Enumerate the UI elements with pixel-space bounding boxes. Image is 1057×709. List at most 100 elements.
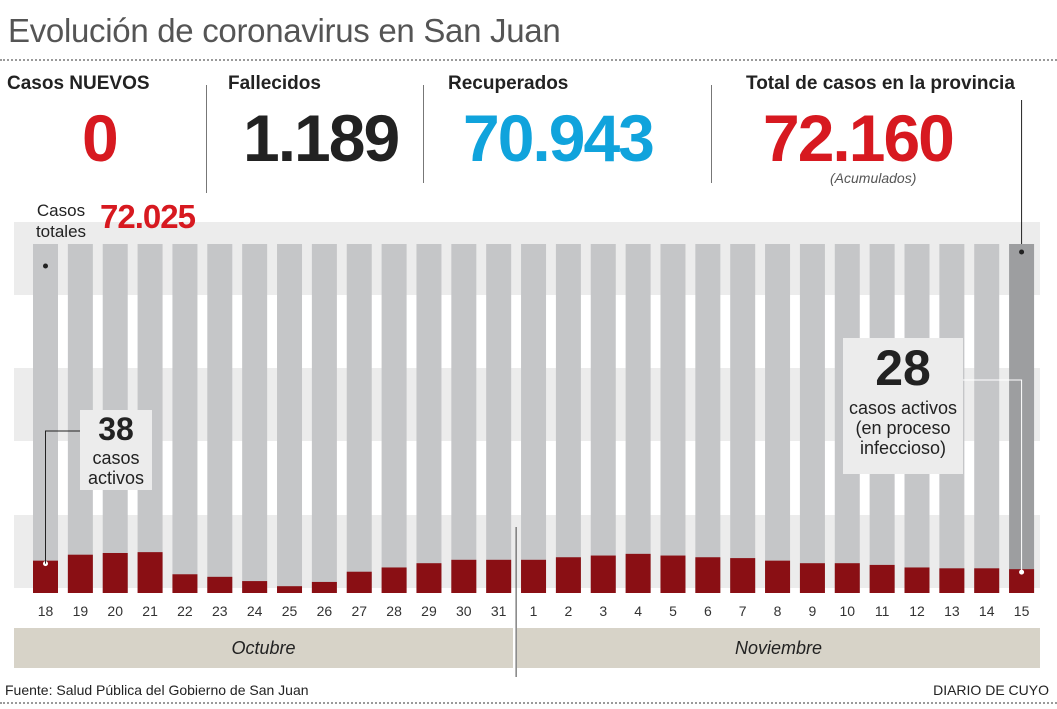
footer-divider (0, 702, 1057, 704)
active-bar (730, 558, 756, 593)
stat-separator (206, 85, 207, 193)
x-tick-label: 9 (809, 603, 817, 619)
active-bar (346, 571, 372, 593)
active-bar (486, 559, 512, 593)
total-bar (799, 244, 825, 593)
total-bar (974, 244, 1000, 593)
total-bar (765, 244, 791, 593)
x-tick-label: 5 (669, 603, 677, 619)
active-bar (625, 553, 651, 593)
total-bar (660, 244, 686, 593)
title-divider (0, 59, 1057, 61)
active-bar (799, 563, 825, 593)
x-tick-label: 3 (599, 603, 607, 619)
active-bar (939, 568, 965, 593)
total-bar (277, 244, 303, 593)
x-tick-label: 31 (491, 603, 507, 619)
x-tick-label: 20 (107, 603, 123, 619)
active-bar (207, 576, 233, 593)
x-tick-label: 24 (247, 603, 263, 619)
accumulated-note: (Acumulados) (830, 170, 917, 186)
active-bar (695, 557, 721, 593)
total-cases-caption-line1: Casos (36, 201, 86, 220)
page-title: Evolución de coronavirus en San Juan (8, 12, 561, 49)
total-bar (416, 244, 442, 593)
recovered-label: Recuperados (448, 73, 569, 94)
x-tick-label: 18 (38, 603, 54, 619)
month-november: Noviembre (517, 628, 1040, 668)
active-bar (904, 567, 930, 593)
x-tick-label: 13 (944, 603, 960, 619)
active-bar (242, 581, 268, 593)
first-active-line1: casos (92, 448, 140, 468)
x-tick-label: 6 (704, 603, 712, 619)
first-active-value: 38 (98, 411, 134, 447)
x-tick-label: 30 (456, 603, 472, 619)
active-bar (590, 555, 616, 593)
x-tick-label: 10 (839, 603, 855, 619)
active-bar (869, 564, 895, 593)
total-bar (730, 244, 756, 593)
x-tick-label: 28 (386, 603, 402, 619)
total-bar (242, 244, 268, 593)
last-active-line1: casos activos (848, 398, 958, 418)
x-tick-label: 21 (142, 603, 158, 619)
active-bar (834, 563, 860, 593)
active-bar (451, 559, 477, 593)
x-tick-label: 19 (73, 603, 89, 619)
total-cases-caption-line2: totales (35, 222, 87, 241)
active-bar (137, 552, 163, 593)
total-bar (590, 244, 616, 593)
total-cases-label: Total de casos en la provincia (746, 73, 1015, 94)
active-bar (172, 574, 198, 593)
total-cases-value: 72.160 (763, 101, 955, 175)
first-active-callout: 38 casos activos (80, 410, 152, 490)
active-bar (416, 563, 442, 593)
total-bar (172, 244, 198, 593)
active-bar (311, 581, 337, 593)
total-bar (381, 244, 407, 593)
active-bar (660, 555, 686, 593)
total-bar (207, 244, 233, 593)
total-bar (451, 244, 477, 593)
active-bar (974, 568, 1000, 593)
stat-separator (711, 85, 712, 183)
total-bar (346, 244, 372, 593)
month-october: Octubre (14, 628, 513, 668)
active-bar (381, 567, 407, 593)
total-marker-dot (43, 263, 48, 269)
x-tick-label: 2 (565, 603, 573, 619)
x-tick-label: 1 (530, 603, 538, 619)
first-active-leader (45, 430, 80, 564)
active-bar (1009, 569, 1035, 593)
deaths-value: 1.189 (243, 101, 400, 175)
total-bar (521, 244, 547, 593)
new-cases-label: Casos NUEVOS (7, 73, 150, 94)
x-tick-label: 22 (177, 603, 193, 619)
x-tick-label: 11 (875, 603, 890, 619)
total-bar (311, 244, 337, 593)
active-bar (67, 554, 93, 593)
x-tick-label: 14 (979, 603, 995, 619)
stat-separator (423, 85, 424, 183)
new-cases-value: 0 (82, 101, 119, 175)
x-tick-label: 7 (739, 603, 747, 619)
total-marker-dot (1019, 249, 1025, 255)
active-bar (765, 560, 791, 593)
total-cases-first-value: 72.025 (100, 198, 196, 235)
total-cases-caption: Casos totales (30, 200, 92, 242)
total-bar (625, 244, 651, 593)
brand-logo: DIARIO DE CUYO (933, 682, 1049, 698)
x-tick-label: 26 (317, 603, 333, 619)
x-tick-label: 23 (212, 603, 228, 619)
total-bar (695, 244, 721, 593)
x-tick-label: 12 (909, 603, 925, 619)
active-bar (102, 552, 128, 593)
x-tick-label: 15 (1014, 603, 1030, 619)
deaths-label: Fallecidos (228, 73, 321, 94)
recovered-value: 70.943 (463, 101, 655, 175)
x-tick-label: 29 (421, 603, 437, 619)
x-tick-label: 25 (282, 603, 298, 619)
last-active-callout: 28 casos activos (en proceso infeccioso) (843, 338, 963, 474)
